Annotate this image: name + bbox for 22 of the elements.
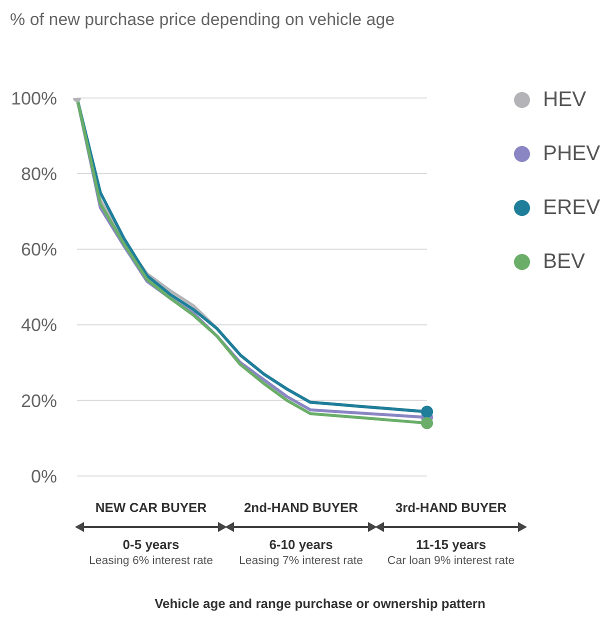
- y-tick-label: 40%: [20, 315, 57, 336]
- text: 2nd-HAND BUYER: [242, 500, 360, 515]
- text: 6-10 years: [268, 537, 334, 552]
- text: Car loan 9% interest rate: [386, 555, 516, 567]
- text: Vehicle age and range purchase or ownership pattern: [154, 596, 486, 611]
- y-tick-label: 100%: [10, 88, 57, 108]
- text: 0-5 years: [122, 537, 180, 552]
- legend-label: PHEV: [543, 142, 600, 166]
- legend-label: HEV: [543, 88, 586, 112]
- text: 3rd-HAND BUYER: [394, 500, 508, 515]
- text: NEW CAR BUYER: [94, 500, 208, 515]
- legend-label: EREV: [543, 196, 600, 220]
- y-tick-label: 80%: [20, 164, 57, 184]
- chart-title: % of new purchase price depending on vehicle age: [10, 10, 395, 30]
- point: [421, 417, 433, 430]
- legend-label: BEV: [543, 250, 586, 274]
- y-tick-label: 0%: [30, 466, 57, 486]
- text: Leasing 6% interest rate: [88, 555, 214, 567]
- text: Leasing 7% interest rate: [238, 555, 364, 567]
- y-tick-label: 60%: [20, 240, 57, 260]
- text: 11-15 years: [414, 537, 488, 552]
- y-tick-label: 20%: [20, 390, 57, 411]
